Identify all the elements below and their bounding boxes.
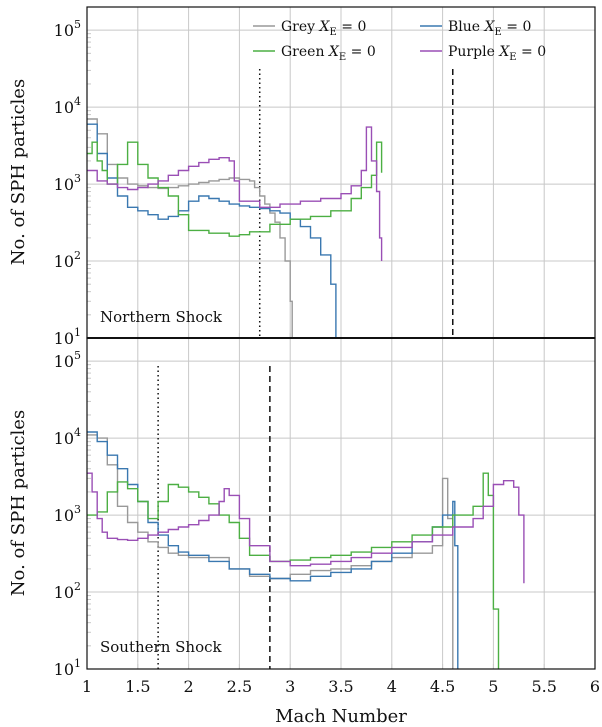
bottom-panel-grid [86,338,596,669]
series-line-1-1 [87,431,459,669]
x-tick-label: 2.5 [227,677,252,696]
y-tick-label: 105 [54,349,81,371]
x-tick-label: 1 [82,677,92,696]
x-tick-label: 1.5 [125,677,150,696]
x-tick-label: 5.5 [531,677,556,696]
series-line-0-3 [87,126,383,261]
y-tick-label: 103 [54,503,81,525]
legend-entry: Grey XE = 0 [281,19,366,38]
y-tick-label: 104 [54,95,81,117]
x-tick-label: 5 [488,677,498,696]
x-tick-label: 4 [387,677,397,696]
series-line-1-3 [87,472,525,584]
y-tick-label: 104 [54,426,81,448]
series-line-0-1 [87,123,337,338]
legend-entry: Purple XE = 0 [448,44,546,63]
x-tick-label: 3 [285,677,295,696]
y-tick-label: 101 [54,657,81,679]
y-tick-label: 102 [54,580,81,602]
x-tick-label: 4.5 [430,677,455,696]
x-axis-label: Mach Number [275,706,407,727]
x-tick-label: 6 [590,677,600,696]
x-tick-label: 2 [184,677,194,696]
legend-entry: Green XE = 0 [281,44,376,63]
y-tick-label: 102 [54,249,81,271]
top-panel-grid [86,7,596,338]
top-panel-annotation: Northern Shock [100,308,223,326]
series-group [87,118,525,669]
reference-lines [157,69,454,669]
y-axis-label-top: No. of SPH particles [8,79,29,265]
y-tick-label: 105 [54,18,81,40]
x-tick-label: 3.5 [328,677,353,696]
y-axis-label-bottom: No. of SPH particles [8,410,29,596]
legend: Grey XE = 0 Blue XE = 0 Green XE = 0 Purple… [253,19,546,63]
y-tick-label: 101 [54,326,81,348]
bottom-panel-annotation: Southern Shock [100,638,223,656]
y-tick-label: 103 [54,172,81,194]
legend-entry: Blue XE = 0 [448,19,531,38]
series-line-0-0 [87,118,293,338]
